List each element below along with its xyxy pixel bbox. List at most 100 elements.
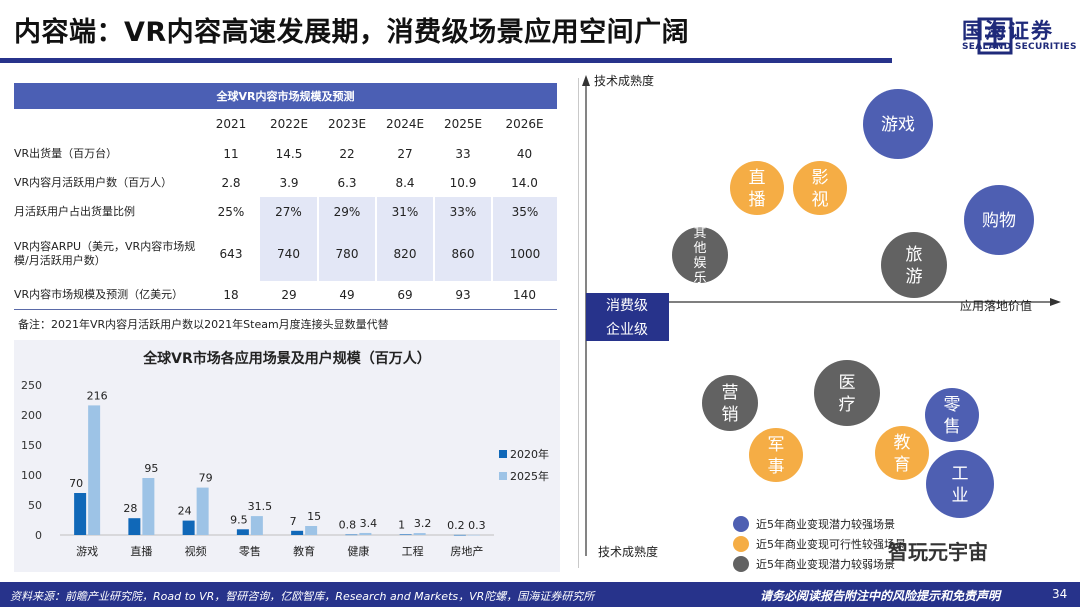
- vr-content-table: 2021 2022E 2023E 2024E 2025E 2026E VR出货量…: [14, 109, 557, 309]
- x-tick-label: 房地产: [450, 544, 483, 558]
- title-rule: [0, 58, 892, 63]
- bar-chart-title: 全球VR市场各应用场景及用户规模（百万人）: [142, 350, 431, 367]
- bubble-医疗: [814, 360, 880, 426]
- bar-2025年: [142, 478, 155, 535]
- footer-source: 资料来源：前瞻产业研究院，Road to VR，智研咨询，亿欧智库，Resear…: [10, 590, 595, 603]
- table-cell: 6.3: [337, 175, 357, 190]
- bubble-label: 旅游: [906, 245, 923, 287]
- table-header-row: 2021 2022E 2023E 2024E 2025E 2026E: [14, 109, 557, 139]
- table-cell: 11: [223, 146, 239, 161]
- bar-value-label: 15: [307, 510, 321, 523]
- x-tick-label: 视频: [185, 544, 207, 558]
- table-cell-forecast: 780: [318, 226, 377, 281]
- row-label: VR出货量（百万台）: [14, 146, 118, 160]
- bar-2025年: [196, 487, 209, 535]
- legend-swatch: [499, 472, 507, 480]
- row-label: VR内容ARPU（美元，VR内容市场规模/月活跃用户数）: [14, 239, 196, 267]
- header-cell: 2023E: [327, 117, 367, 131]
- table-cell: 2.8: [221, 175, 241, 190]
- quadrant-label-upper: 消费级: [606, 298, 648, 314]
- bubble-label: 影视: [812, 168, 829, 210]
- bar-2025年: [250, 516, 263, 535]
- bar-2020年: [74, 493, 87, 535]
- bubble-label: 营销: [722, 383, 739, 425]
- bar-2025年: [88, 405, 101, 535]
- table-cell: 14.0: [511, 175, 538, 190]
- bar-value-label: 3.4: [360, 517, 378, 530]
- table-cell-forecast: 860: [434, 226, 493, 281]
- table-cell: 22: [339, 146, 355, 161]
- panel-divider: [578, 78, 579, 568]
- bar-2025年: [359, 532, 372, 535]
- bar-2020年: [399, 534, 412, 535]
- row-label: VR内容月活跃用户数（百万人）: [14, 175, 173, 189]
- bar-value-label: 1: [398, 518, 405, 531]
- bubble-label: 军事: [768, 435, 785, 477]
- bubble-chart: 技术成熟度技术成熟度应用落地价值消费级企业级游戏购物直播影视其他娱乐旅游营销医疗…: [582, 73, 1061, 572]
- bubble-购物: [964, 185, 1034, 255]
- table-cell-forecast: 35%: [492, 197, 557, 226]
- bubble-军事: [749, 428, 803, 482]
- table-note: 备注：2021年VR内容月活跃用户数以2021年Steam月度连接头显数量代替: [18, 318, 389, 331]
- bubble-影视: [793, 161, 847, 215]
- legend-label: 近5年商业变现可行性较强场景: [756, 537, 906, 551]
- header-cell-empty: [14, 109, 202, 139]
- x-tick-label: 直播: [130, 544, 152, 558]
- y-tick-label: 50: [28, 499, 42, 512]
- table-cell: 69: [397, 288, 413, 302]
- header-cell: 2022E: [269, 117, 309, 131]
- bar-2020年: [291, 530, 304, 535]
- bar-value-label: 0.8: [339, 519, 357, 532]
- bubble-label: 工业: [952, 464, 969, 506]
- bar-value-label: 216: [87, 389, 108, 402]
- bar-value-label: 0.3: [468, 519, 486, 532]
- y-tick-label: 100: [21, 469, 42, 482]
- table-cell-forecast: 33%: [434, 197, 493, 226]
- x-tick-label: 健康: [347, 544, 369, 558]
- y-tick-label: 0: [35, 529, 42, 542]
- bubble-label: 游戏: [881, 115, 915, 135]
- table-cell: 8.4: [395, 175, 415, 190]
- table-cell-forecast: 820: [376, 226, 435, 281]
- table-cell: 18: [223, 288, 239, 302]
- table-row: VR内容市场规模及预测（亿美元） 18 29 49 69 93 140: [14, 281, 557, 309]
- bubble-label: 直播: [749, 168, 766, 210]
- quadrant-label-lower: 企业级: [606, 321, 648, 338]
- table-cell: 140: [513, 288, 536, 302]
- table-cell: 14.5: [275, 146, 303, 161]
- bar-2020年: [236, 529, 249, 535]
- table-title: 全球VR内容市场规模及预测: [14, 83, 557, 109]
- bar-chart-panel: [14, 340, 560, 572]
- brand-name: 国海证券: [962, 19, 1054, 43]
- bar-value-label: 95: [144, 462, 158, 475]
- bubble-教育: [875, 426, 929, 480]
- bar-value-label: 24: [178, 505, 192, 518]
- bar-value-label: 0.2: [447, 519, 465, 532]
- legend-label: 近5年商业变现潜力较强场景: [756, 517, 895, 531]
- table-cell-forecast: 31%: [376, 197, 435, 226]
- row-label: VR内容市场规模及预测（亿美元）: [14, 288, 184, 301]
- table-cell: 93: [455, 288, 471, 302]
- bubble-label: 购物: [982, 211, 1016, 231]
- quadrant-label-lower-bg: [586, 317, 669, 341]
- y-axis-label-bottom: 技术成熟度: [598, 544, 658, 559]
- bubble-营销: [702, 375, 758, 431]
- legend-dot-weak: [733, 556, 749, 572]
- bubble-旅游: [881, 232, 947, 298]
- bar-2020年: [182, 520, 195, 535]
- table-cell: 643: [219, 246, 243, 261]
- y-axis-label-top: 技术成熟度: [594, 73, 654, 88]
- legend-swatch: [499, 450, 507, 458]
- table-cell: 49: [339, 288, 355, 302]
- y-tick-label: 250: [21, 379, 42, 392]
- bubble-label: 医疗: [839, 373, 856, 415]
- bar-2020年: [345, 534, 358, 536]
- y-tick-label: 150: [21, 439, 42, 452]
- table-cell: 33: [455, 146, 471, 161]
- x-tick-label: 游戏: [76, 545, 98, 558]
- quadrant-label-upper-bg: [586, 293, 669, 317]
- legend-dot-strong: [733, 516, 749, 532]
- table-bottom-rule: [14, 309, 557, 310]
- footer-disclaimer: 请务必阅读报告附注中的风险提示和免责声明: [760, 589, 1001, 603]
- bar-2025年: [413, 533, 426, 535]
